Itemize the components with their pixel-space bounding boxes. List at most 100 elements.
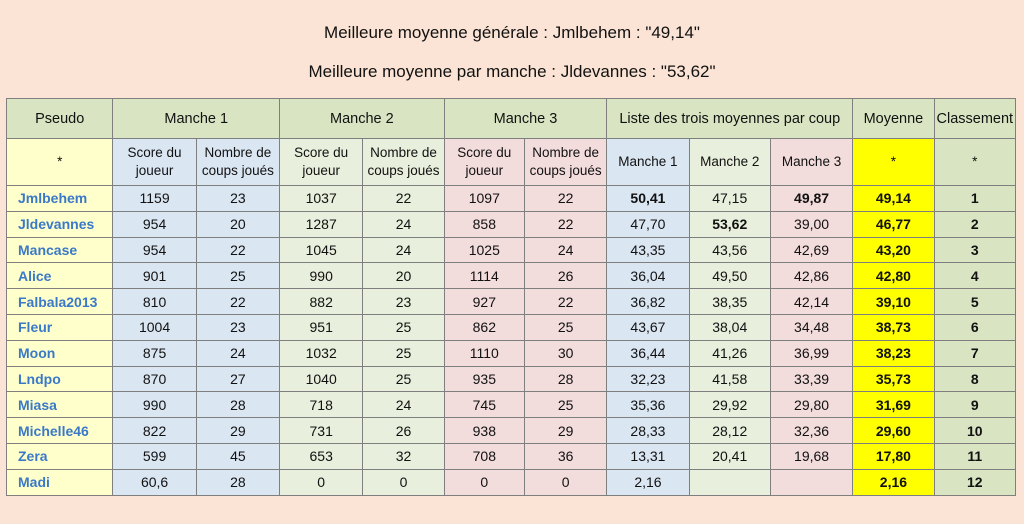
- coups-m1-cell: 28: [195, 468, 281, 496]
- score-m2-cell: 882: [279, 288, 364, 315]
- subheader-score-m1: Score du joueur: [112, 138, 197, 186]
- coups-m2-cell: 0: [362, 468, 445, 496]
- classement-cell: 10: [933, 417, 1017, 444]
- score-m1-cell: 901: [112, 262, 197, 290]
- classement-cell: 7: [933, 339, 1017, 367]
- header-row: Pseudo Manche 1 Manche 2 Manche 3 Liste …: [5, 98, 1017, 139]
- pseudo-cell: Alice: [5, 262, 114, 290]
- header-manche3: Manche 3: [443, 98, 608, 139]
- classement-cell: 1: [933, 185, 1017, 212]
- coups-m3-cell: 29: [523, 417, 608, 444]
- classement-cell: 9: [933, 391, 1017, 419]
- subheader-moyenne: *: [852, 138, 935, 186]
- moyenne-cell: 35,73: [852, 365, 935, 393]
- classement-cell: 6: [933, 313, 1017, 341]
- table-row: Jmlbehem 1159 23 1037 22 1097 22 50,41 47,15 49,8…: [5, 185, 1017, 212]
- coups-m1-cell: 25: [195, 262, 281, 290]
- moyenne-cell: 42,80: [852, 262, 935, 290]
- avg-m2-cell: 20,41: [688, 442, 771, 470]
- table-row: Miasa 990 28 718 24 745 25 35,36 29,92 29,80 31,69…: [5, 391, 1017, 419]
- coups-m1-cell: 28: [195, 391, 281, 419]
- subheader-row: * Score du joueur Nombre de coups joués …: [5, 138, 1017, 186]
- coups-m3-cell: 36: [523, 442, 608, 470]
- coups-m2-cell: 25: [362, 365, 445, 393]
- coups-m2-cell: 25: [362, 339, 445, 367]
- table-row: Moon 875 24 1032 25 1110 30 36,44 41,26 36,99 38,2…: [5, 339, 1017, 367]
- subheader-score-m3: Score du joueur: [443, 138, 525, 186]
- score-m3-cell: 935: [443, 365, 525, 393]
- classement-cell: 5: [933, 288, 1017, 315]
- score-m1-cell: 1159: [112, 185, 197, 212]
- coups-m1-cell: 27: [195, 365, 281, 393]
- ranking-table: Pseudo Manche 1 Manche 2 Manche 3 Liste …: [5, 98, 1017, 496]
- coups-m3-cell: 25: [523, 391, 608, 419]
- score-m2-cell: 653: [279, 442, 364, 470]
- coups-m1-cell: 22: [195, 288, 281, 315]
- pseudo-cell: Madi: [5, 468, 114, 496]
- pseudo-cell: Lndpo: [5, 365, 114, 393]
- avg-m1-cell: 35,36: [606, 391, 690, 419]
- pseudo-cell: Fleur: [5, 313, 114, 341]
- coups-m2-cell: 26: [362, 417, 445, 444]
- avg-m2-cell: 43,56: [688, 236, 771, 264]
- moyenne-cell: 49,14: [852, 185, 935, 212]
- moyenne-cell: 43,20: [852, 236, 935, 264]
- score-m3-cell: 858: [443, 210, 525, 238]
- coups-m2-cell: 22: [362, 185, 445, 212]
- subheader-liste-m3: Manche 3: [769, 138, 854, 186]
- header-moyenne: Moyenne: [852, 98, 935, 139]
- avg-m2-cell: 38,35: [688, 288, 771, 315]
- score-m1-cell: 599: [112, 442, 197, 470]
- pseudo-cell: Jldevannes: [5, 210, 114, 238]
- classement-cell: 11: [933, 442, 1017, 470]
- avg-m3-cell: 39,00: [769, 210, 854, 238]
- coups-m2-cell: 24: [362, 236, 445, 264]
- coups-m1-cell: 29: [195, 417, 281, 444]
- moyenne-cell: 38,23: [852, 339, 935, 367]
- coups-m3-cell: 22: [523, 210, 608, 238]
- avg-m1-cell: 13,31: [606, 442, 690, 470]
- score-m3-cell: 1025: [443, 236, 525, 264]
- avg-m2-cell: 38,04: [688, 313, 771, 341]
- avg-m2-cell: 28,12: [688, 417, 771, 444]
- avg-m1-cell: 43,67: [606, 313, 690, 341]
- subheader-coups-m3: Nombre de coups joués: [523, 138, 608, 186]
- pseudo-cell: Moon: [5, 339, 114, 367]
- header-manche2: Manche 2: [279, 98, 445, 139]
- avg-m2-cell: 47,15: [688, 185, 771, 212]
- score-m1-cell: 954: [112, 210, 197, 238]
- coups-m3-cell: 30: [523, 339, 608, 367]
- pseudo-cell: Jmlbehem: [5, 185, 114, 212]
- avg-m2-cell: [688, 468, 771, 496]
- coups-m3-cell: 22: [523, 288, 608, 315]
- score-m3-cell: 708: [443, 442, 525, 470]
- avg-m1-cell: 47,70: [606, 210, 690, 238]
- coups-m3-cell: 24: [523, 236, 608, 264]
- table-row: Falbala2013 810 22 882 23 927 22 36,82 38,35 42,1…: [5, 288, 1017, 315]
- moyenne-cell: 31,69: [852, 391, 935, 419]
- score-m3-cell: 1114: [443, 262, 525, 290]
- avg-m3-cell: [769, 468, 854, 496]
- avg-m1-cell: 36,44: [606, 339, 690, 367]
- score-m2-cell: 1040: [279, 365, 364, 393]
- coups-m3-cell: 0: [523, 468, 608, 496]
- score-m1-cell: 875: [112, 339, 197, 367]
- score-m1-cell: 954: [112, 236, 197, 264]
- avg-m3-cell: 19,68: [769, 442, 854, 470]
- score-m1-cell: 60,6: [112, 468, 197, 496]
- table-row: Mancase 954 22 1045 24 1025 24 43,35 43,56 42,69 4…: [5, 236, 1017, 264]
- avg-m1-cell: 36,04: [606, 262, 690, 290]
- avg-m3-cell: 42,69: [769, 236, 854, 264]
- moyenne-cell: 2,16: [852, 468, 935, 496]
- pseudo-cell: Miasa: [5, 391, 114, 419]
- score-m2-cell: 1287: [279, 210, 364, 238]
- header-classement: Classement: [933, 98, 1017, 139]
- subheader-pseudo: *: [5, 138, 114, 186]
- coups-m1-cell: 45: [195, 442, 281, 470]
- classement-cell: 3: [933, 236, 1017, 264]
- moyenne-cell: 29,60: [852, 417, 935, 444]
- score-m1-cell: 822: [112, 417, 197, 444]
- coups-m2-cell: 32: [362, 442, 445, 470]
- score-m3-cell: 1110: [443, 339, 525, 367]
- avg-m2-cell: 29,92: [688, 391, 771, 419]
